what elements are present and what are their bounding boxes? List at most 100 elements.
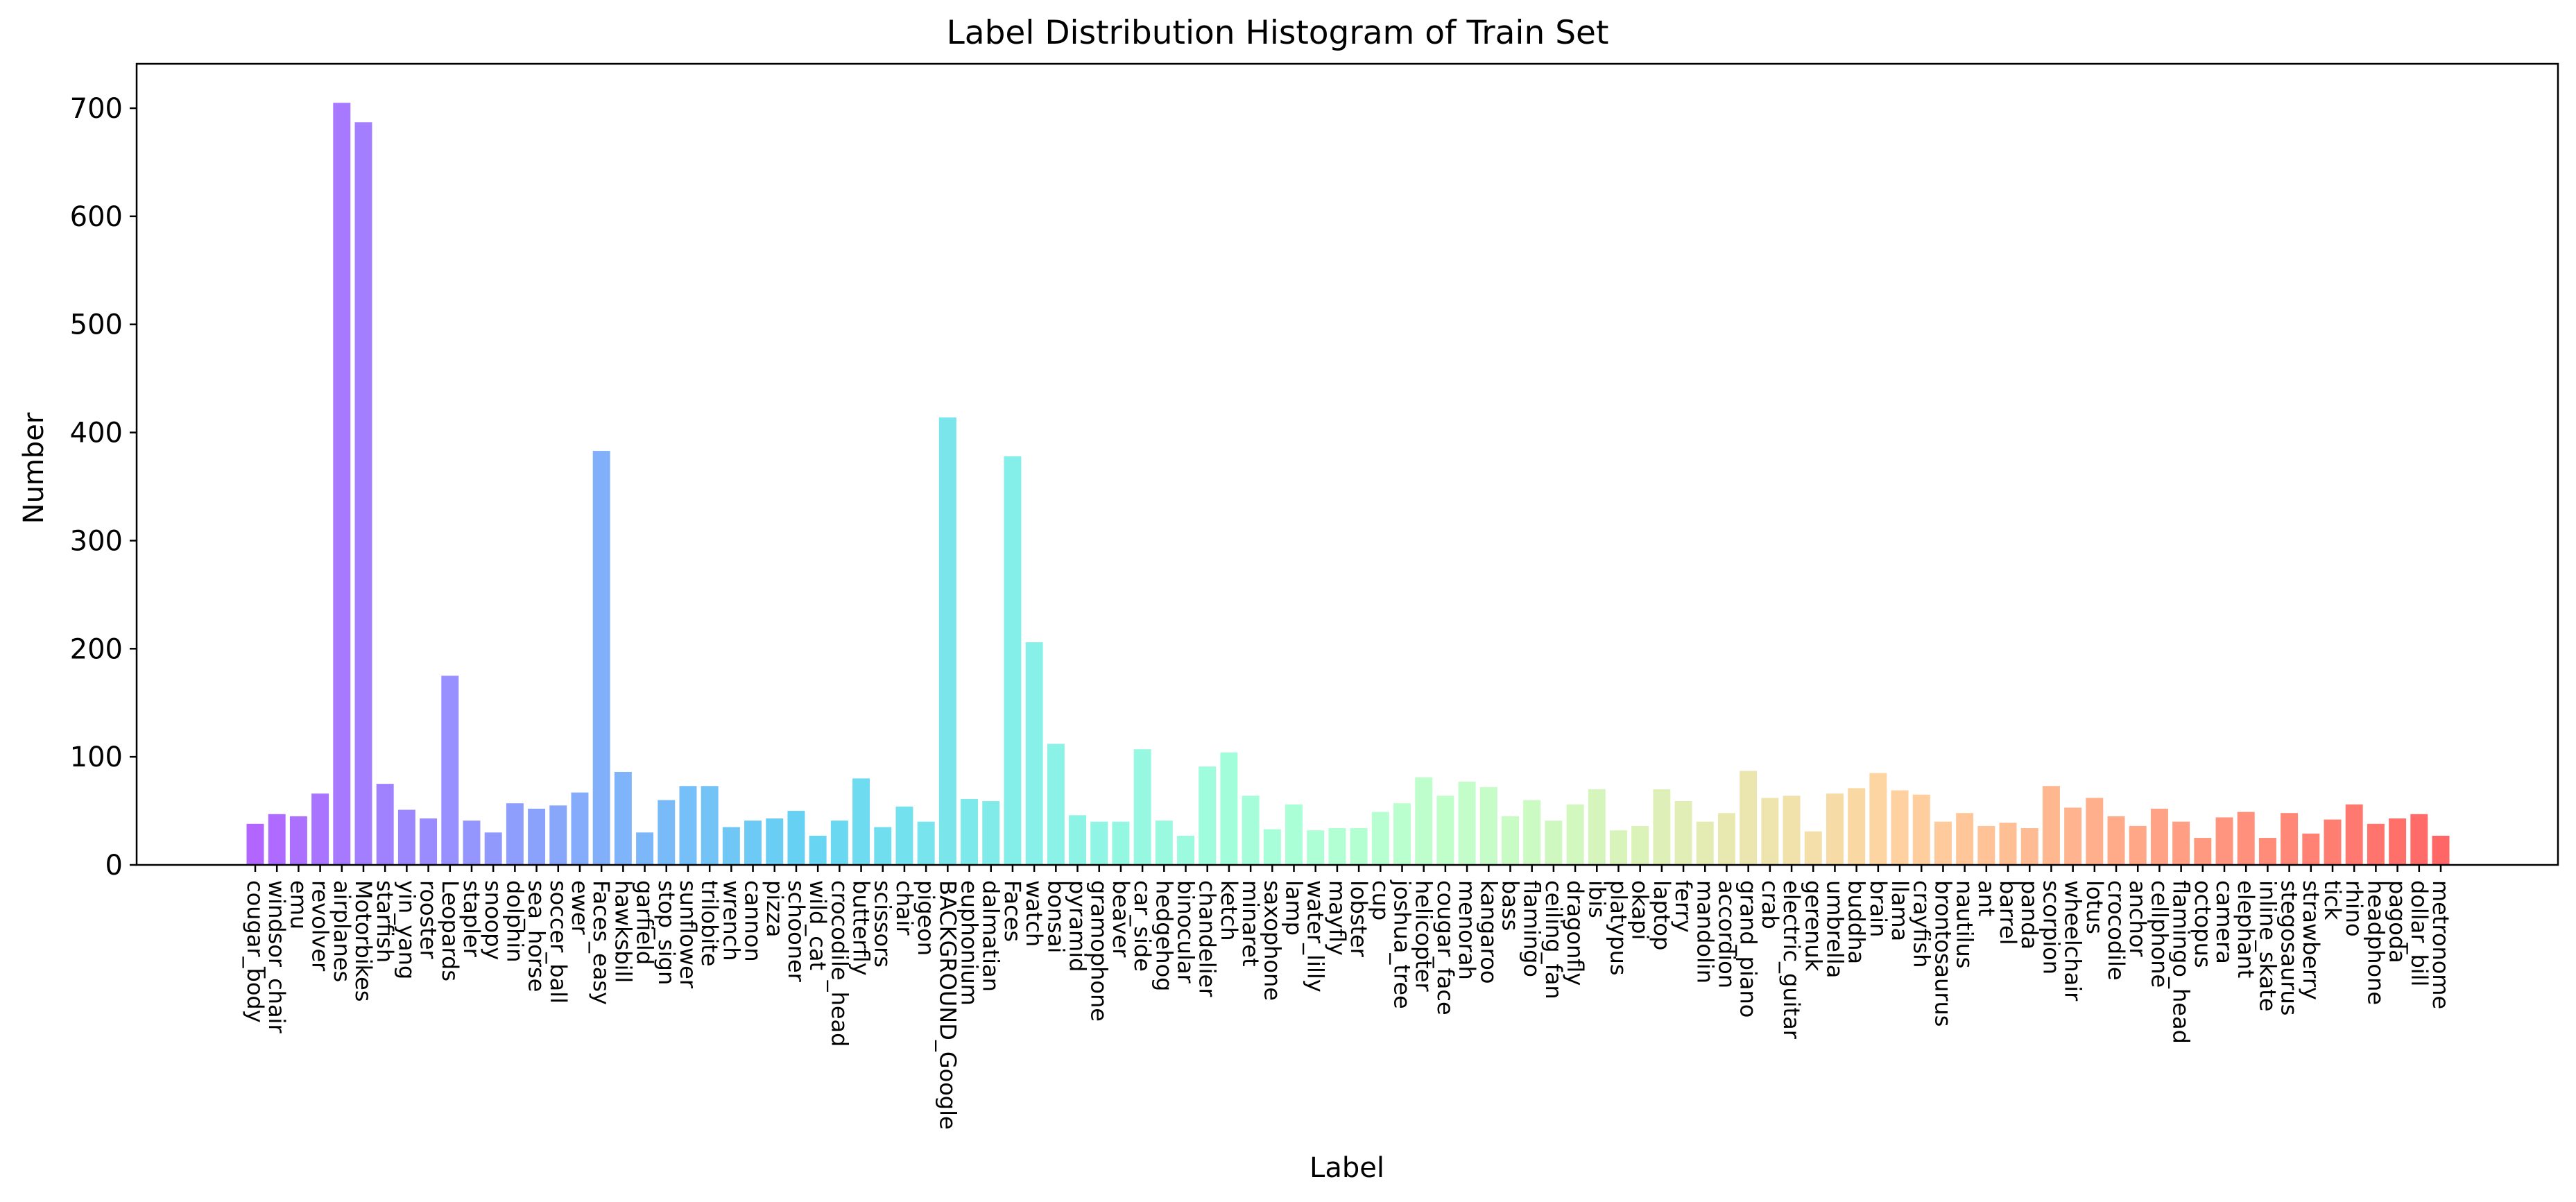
x-axis-label: Label [1310,1152,1384,1184]
x-tick-label: dolphin [501,880,528,963]
x-tick-label: wheelchair [2060,880,2086,1002]
x-tick-label: emu [285,880,311,929]
x-tick-label: wrench [718,880,744,961]
bar-hawksbill [614,771,632,865]
x-tick-label: car_side [1129,880,1156,972]
bar-barrel [1999,823,2017,865]
bar-umbrella [1826,793,1844,865]
x-tick-label: schooner [783,880,809,983]
x-tick-label: stegosaurus [2276,880,2303,1015]
x-tick-label: brontosaurus [1930,880,1956,1027]
bar-gramophone [1090,821,1108,865]
bar-okapi [1631,825,1649,865]
x-tick-label: rhino [2341,880,2367,937]
x-tick-label: panda [2016,880,2043,950]
bar-nautilus [1956,813,1974,865]
x-tick-label: BACKGROUND_Google [934,880,961,1130]
bar-car_side [1133,749,1151,865]
bar-flamingo_head [2172,821,2190,865]
x-tick-label: brain [1865,880,1891,937]
x-tick-label: euphonium [956,880,983,1006]
x-tick-label: revolver [307,880,334,972]
bar-ketch [1220,752,1238,865]
bar-starfish [376,784,394,865]
bar-Motorbikes [354,122,372,865]
bar-dragonfly [1566,804,1584,865]
x-tick-label: crayfish [1908,880,1934,968]
bar-watch [1025,642,1043,865]
x-tick-label: lobster [1346,880,1372,958]
x-tick-label: cellphone [2146,880,2172,988]
bar-anchor [2129,825,2147,865]
bar-ant [1977,825,1995,865]
x-tick-label: laptop [1649,880,1675,950]
bar-wild_cat [809,835,827,865]
x-tick-label: mayfly [1324,880,1350,956]
x-tick-label: joshua_tree [1389,879,1416,1009]
bar-soccer_ball [549,805,567,865]
x-tick-label: Faces [999,880,1026,942]
x-tick-label: gerenuk [1800,880,1826,972]
bar-cougar_face [1436,796,1454,865]
x-tick-label: Faces_easy [588,880,615,1005]
bar-emu [289,816,307,865]
x-tick-label: mandolin [1692,880,1718,984]
x-tick-label: buddha [1844,880,1870,964]
bar-revolver [311,793,329,865]
x-tick-label: dollar_bill [2406,880,2432,986]
bar-ibis [1588,789,1606,865]
x-tick-label: yin_yang [393,880,420,979]
x-tick-label: grand_piano [1735,880,1762,1018]
x-tick-label: cannon [740,880,766,962]
bar-octopus [2194,838,2212,865]
bar-minaret [1242,796,1260,865]
bar-dalmatian [982,801,1000,865]
bar-scissors [874,827,892,865]
x-tick-label: camera [2211,880,2238,964]
y-tick-label: 200 [70,633,123,665]
bar-llama [1891,790,1909,865]
x-tick-label: water_lilly [1303,880,1329,993]
x-tick-label: barrel [1995,880,2021,945]
bar-schooner [787,811,805,865]
x-tick-label: ketch [1216,880,1242,941]
x-tick-label: nautilus [1952,880,1978,968]
x-tick-label: pizza [762,880,788,937]
x-tick-label: anchor [2124,880,2151,957]
x-tick-label: flamingo [1519,880,1545,977]
bar-rooster [420,818,438,865]
bars-group [246,103,2450,866]
x-tick-label: rooster [415,880,442,960]
bar-bonsai [1047,744,1065,865]
y-axis: 0 100 200 300 400 500 600 700 [70,93,137,882]
bar-mayfly [1328,828,1346,865]
bar-brain [1869,773,1887,865]
x-tick-label: crocodile_head [826,880,852,1047]
x-tick-label: menorah [1454,880,1480,980]
bar-crocodile [2107,816,2125,865]
bar-helicopter [1415,777,1433,865]
x-tick-label: helicopter [1411,880,1437,992]
bar-chandelier [1199,766,1217,865]
bar-flamingo [1523,800,1541,865]
bar-airplanes [333,103,351,866]
x-tick-label: umbrella [1821,880,1848,978]
x-tick-label: metronome [2428,880,2454,1009]
x-tick-label: saxophone [1259,880,1285,1001]
y-tick-label: 300 [70,525,123,557]
x-tick-label: elephant [2233,880,2259,978]
y-tick-label: 500 [70,309,123,341]
bar-yin_yang [397,809,415,865]
x-tick-label: octopus [2190,880,2216,968]
x-tick-label: lamp [1281,880,1307,936]
bar-windsor_chair [268,814,286,865]
x-tick-label: soccer_ball [545,880,572,1004]
x-tick-label: pigeon [913,880,939,956]
x-tick-label: airplanes [329,880,355,982]
x-tick-label: llama [1887,880,1913,941]
bar-gerenuk [1804,831,1822,865]
bar-scorpion [2042,786,2060,865]
bar-BACKGROUND_Google [938,417,956,865]
bar-snoopy [484,832,502,865]
